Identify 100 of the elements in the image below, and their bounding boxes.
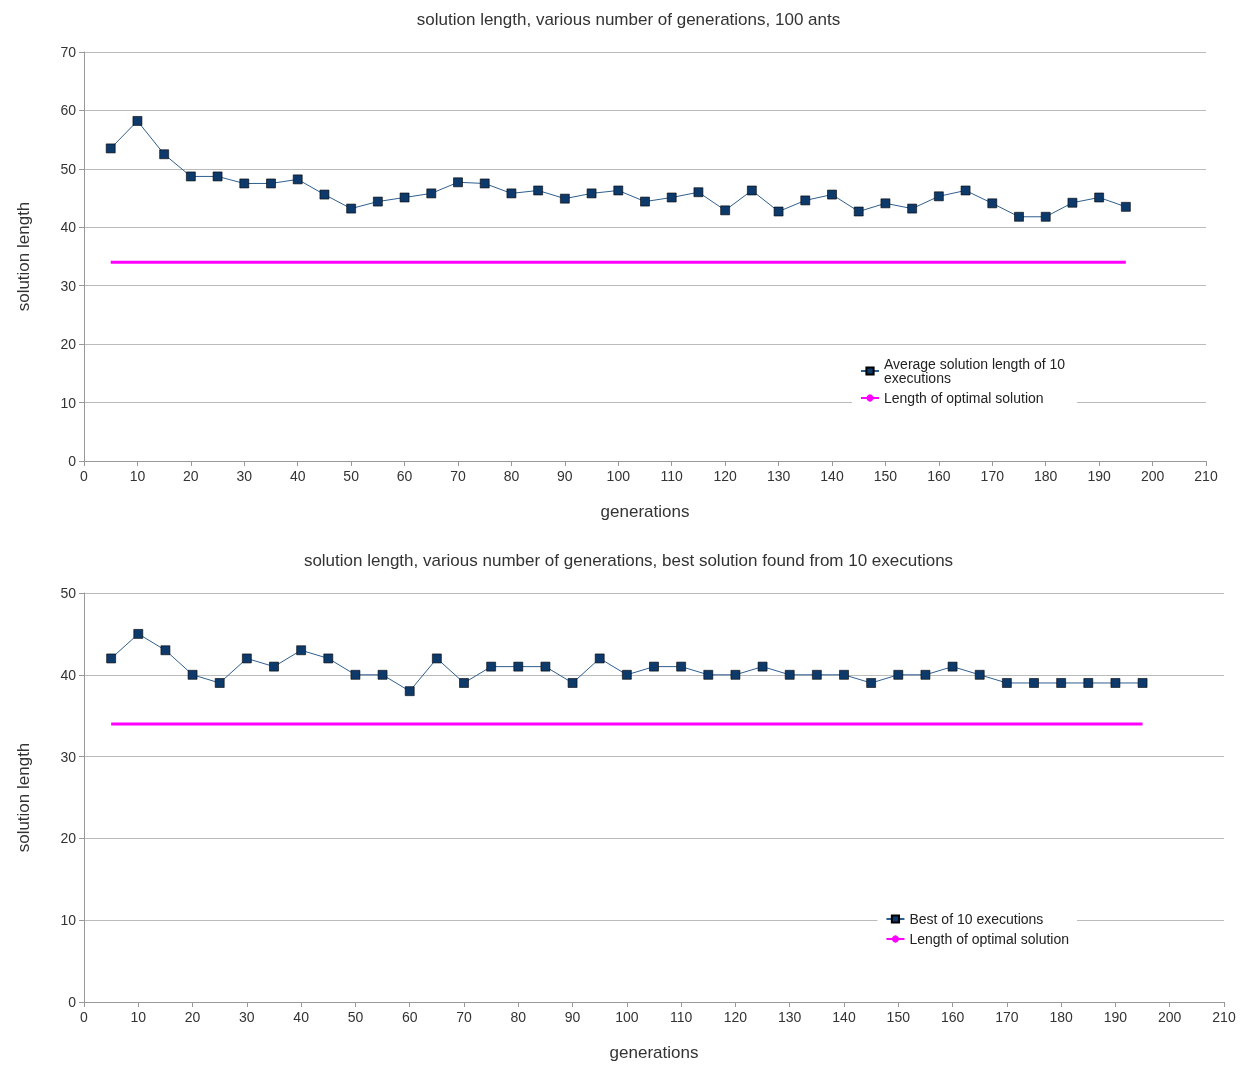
x-tick-label: 180 (1049, 1009, 1074, 1025)
x-tick-label: 140 (832, 1009, 856, 1025)
point (186, 171, 196, 182)
x-tick-label: 200 (1140, 468, 1165, 484)
point (1014, 211, 1024, 222)
x-tick-label: 150 (873, 468, 898, 484)
point (1121, 202, 1131, 212)
point (773, 206, 784, 217)
chart-title: solution length, various number of generations, 100 ants (416, 10, 841, 29)
x-tick-label: 180 (1034, 468, 1058, 484)
x-tick-label: 110 (669, 1009, 693, 1025)
point (1137, 678, 1148, 688)
point (567, 678, 578, 688)
x-tick-label: 20 (184, 1009, 201, 1025)
x-axis-title: generations (600, 502, 690, 521)
point (106, 653, 116, 664)
x-tick-label: 90 (557, 468, 573, 484)
point (533, 185, 543, 196)
x-tick-label: 30 (239, 1009, 255, 1025)
y-tick-label: 0 (68, 453, 77, 469)
x-tick-label: 100 (615, 1009, 639, 1025)
x-tick-label: 190 (1103, 1009, 1128, 1025)
point (1056, 678, 1066, 688)
x-tick-label: 140 (820, 468, 844, 484)
point (242, 653, 252, 664)
point (934, 191, 944, 202)
point (513, 661, 524, 672)
point (453, 177, 463, 188)
y-tick-label: 50 (60, 160, 77, 177)
x-tick-label: 100 (606, 468, 631, 484)
point (132, 116, 143, 126)
x-tick-label: 130 (778, 1009, 802, 1025)
point (586, 188, 597, 199)
x-tick-label: 0 (80, 468, 89, 484)
point (613, 185, 624, 196)
x-tick-label: 210 (1212, 1009, 1236, 1025)
legend-label: Best of 10 executions (909, 911, 1044, 927)
point (105, 143, 116, 154)
point (920, 670, 931, 680)
point (812, 670, 822, 680)
point (1029, 678, 1039, 688)
point (827, 189, 837, 200)
point (839, 670, 849, 680)
point (292, 174, 303, 185)
point (960, 185, 971, 196)
x-tick-label: 190 (1087, 468, 1112, 484)
x-tick-label: 120 (723, 1009, 748, 1025)
point (640, 196, 650, 207)
point (160, 645, 171, 656)
point (373, 196, 383, 207)
x-axis-title: generations (609, 1043, 699, 1062)
point (784, 670, 795, 680)
x-tick-label: 170 (980, 468, 1005, 484)
point (893, 670, 904, 680)
point (377, 670, 388, 680)
point (187, 670, 198, 680)
point (880, 198, 891, 209)
point (296, 645, 306, 656)
x-tick-label: 70 (450, 468, 466, 484)
point (1094, 192, 1104, 203)
x-tick-label: 170 (995, 1009, 1019, 1025)
x-tick-label: 0 (80, 1009, 89, 1025)
x-tick-label: 50 (347, 1009, 364, 1025)
x-tick-label: 40 (293, 1009, 310, 1025)
point (666, 192, 677, 203)
point (757, 661, 768, 672)
x-tick-label: 150 (886, 1009, 911, 1025)
point (486, 661, 496, 672)
point (1067, 197, 1078, 208)
point (676, 661, 686, 672)
y-tick-label: 30 (60, 748, 77, 765)
y-axis-title: solution length (14, 201, 33, 312)
x-tick-label: 210 (1194, 468, 1218, 484)
point (266, 178, 276, 189)
legend-label: Length of optimal solution (884, 390, 1044, 406)
point (432, 653, 442, 664)
legend-label: Average solution length of 10 executions (884, 356, 1070, 386)
point (947, 661, 958, 672)
x-tick-label: 60 (401, 1009, 418, 1025)
point (907, 203, 917, 214)
x-tick-label: 200 (1158, 1009, 1182, 1025)
point (594, 653, 605, 664)
y-tick-label: 10 (60, 912, 77, 929)
x-tick-label: 50 (343, 468, 360, 484)
x-tick-label: 80 (510, 1009, 527, 1025)
x-tick-label: 130 (766, 468, 791, 484)
x-tick-label: 160 (940, 1009, 965, 1025)
point (459, 678, 469, 688)
point (1040, 211, 1051, 222)
point (133, 629, 144, 639)
point (1083, 678, 1094, 688)
x-tick-label: 110 (660, 468, 684, 484)
point (269, 661, 279, 672)
x-tick-label: 20 (183, 468, 199, 484)
point (540, 661, 551, 672)
x-tick-label: 40 (289, 468, 306, 484)
point (747, 185, 757, 196)
y-tick-label: 50 (60, 585, 77, 601)
x-tick-label: 90 (564, 1009, 581, 1025)
y-tick-label: 30 (60, 277, 77, 294)
